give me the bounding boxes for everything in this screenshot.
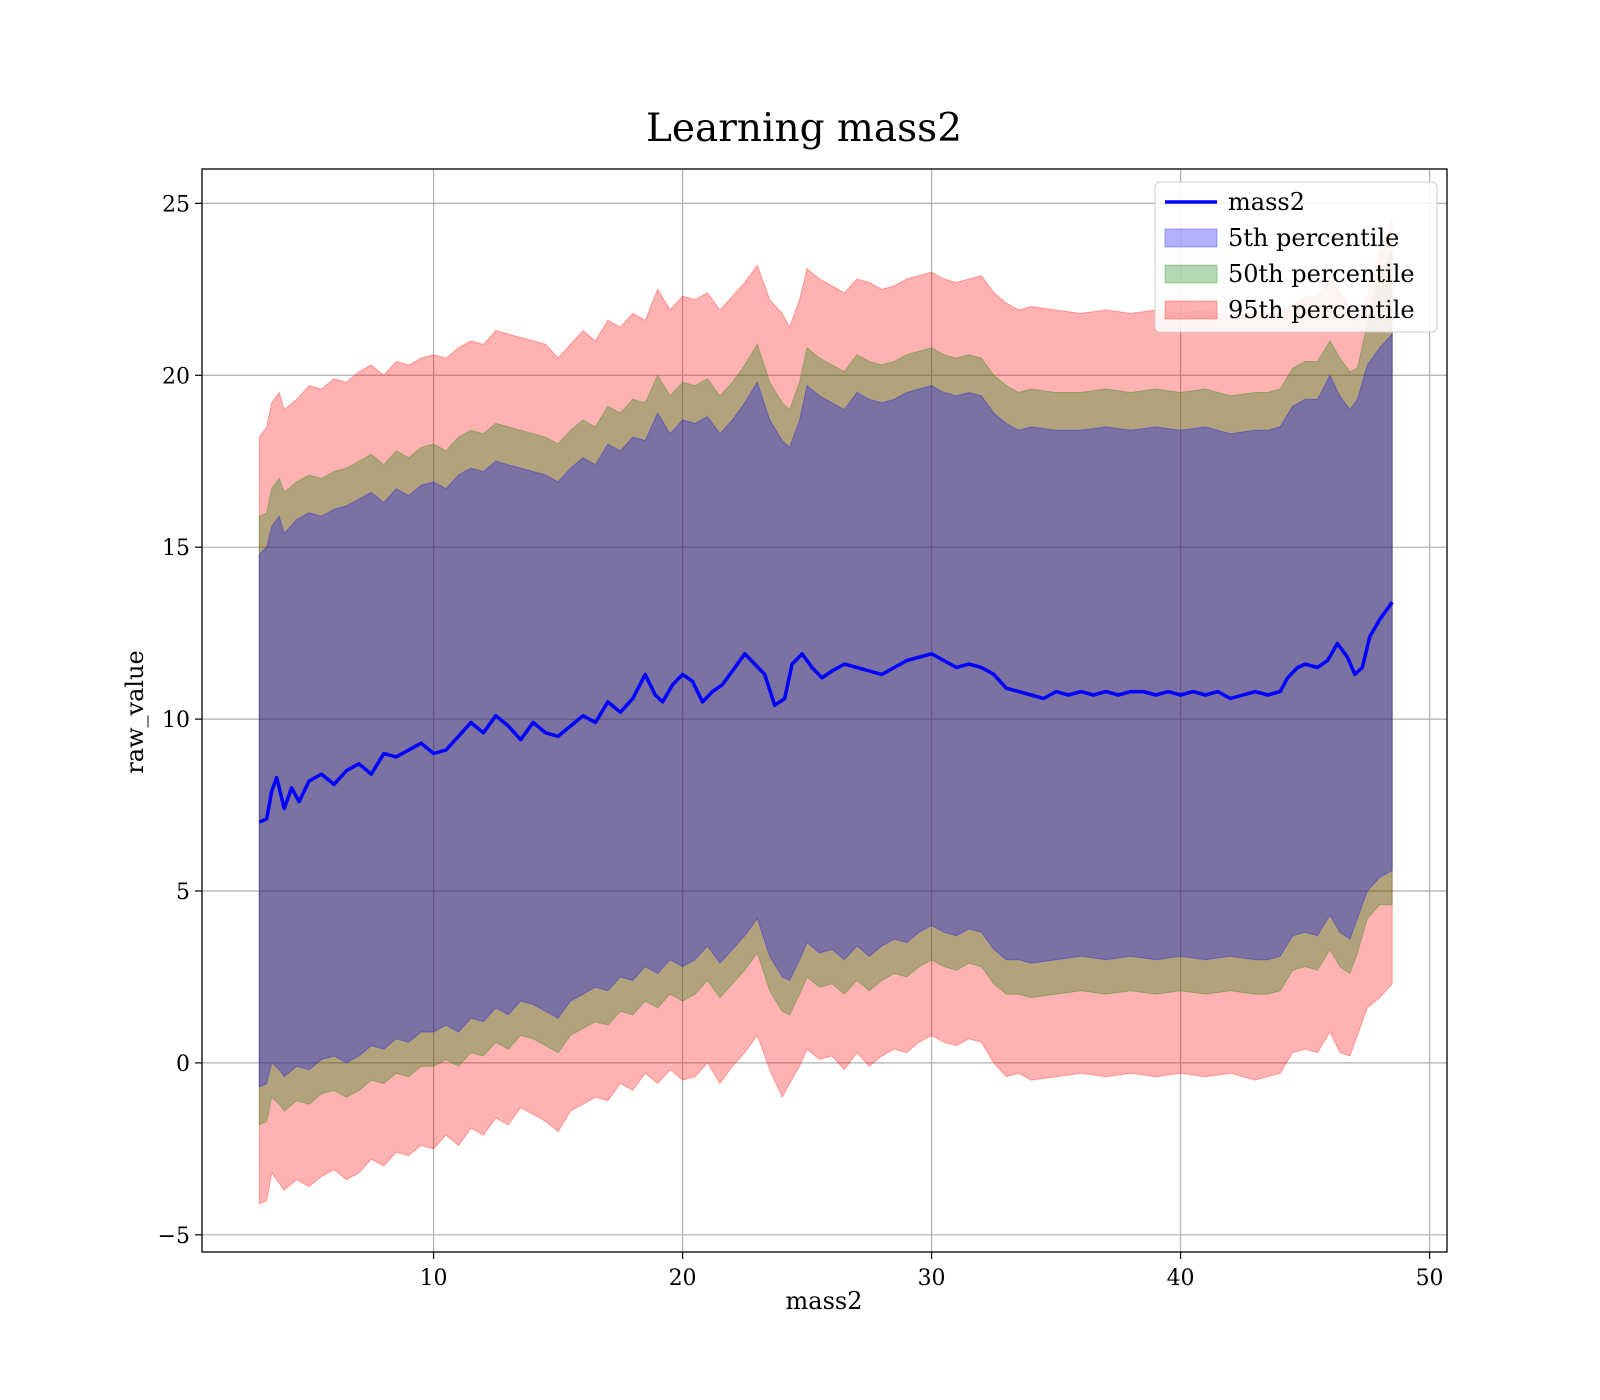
x-axis-label: mass2 bbox=[786, 1287, 863, 1315]
legend-item-50th-percentile: 50th percentile bbox=[1164, 260, 1415, 288]
percentile-bands bbox=[258, 220, 1393, 1205]
band-95th-percentile bbox=[258, 220, 1393, 1205]
gridlines bbox=[202, 169, 1447, 1252]
legend-label: 50th percentile bbox=[1228, 260, 1415, 288]
x-tick-label-40: 40 bbox=[1167, 1266, 1195, 1291]
x-tick-label-50: 50 bbox=[1416, 1266, 1444, 1291]
band-5th-percentile bbox=[258, 332, 1393, 1088]
y-tick-label-neg5: −5 bbox=[158, 1224, 190, 1249]
legend-label: 5th percentile bbox=[1228, 224, 1399, 252]
y-tick-label-20: 20 bbox=[162, 364, 190, 389]
y-tick-label-5: 5 bbox=[176, 880, 190, 905]
legend-item-mass2: mass2 bbox=[1165, 188, 1305, 216]
chart-title: Learning mass2 bbox=[646, 106, 962, 151]
x-tick-label-10: 10 bbox=[420, 1266, 448, 1291]
series-line-mass2 bbox=[258, 601, 1394, 824]
legend-patch-swatch bbox=[1164, 264, 1218, 284]
y-tick-label-15: 15 bbox=[162, 536, 190, 561]
legend-patch-swatch bbox=[1164, 228, 1218, 248]
legend-item-95th-percentile: 95th percentile bbox=[1164, 296, 1415, 324]
y-axis-label: raw_value bbox=[121, 650, 149, 774]
mass2-series bbox=[258, 601, 1394, 824]
legend-box bbox=[1154, 181, 1438, 333]
legend-label: mass2 bbox=[1228, 188, 1305, 216]
legend: mass2 5th percentile 50th percentile 95th p… bbox=[1154, 181, 1438, 333]
band-50th-percentile bbox=[258, 249, 1393, 1126]
x-tick-label-20: 20 bbox=[669, 1266, 697, 1291]
y-tick-label-10: 10 bbox=[162, 708, 190, 733]
y-tick-label-25: 25 bbox=[162, 192, 190, 217]
axis-ticks: 10 20 30 40 50 −5 0 5 10 15 20 25 bbox=[158, 192, 1444, 1291]
legend-item-5th-percentile: 5th percentile bbox=[1164, 224, 1399, 252]
y-tick-label-0: 0 bbox=[176, 1052, 190, 1077]
x-tick-label-30: 30 bbox=[918, 1266, 946, 1291]
plot-frame bbox=[201, 168, 1448, 1253]
legend-label: 95th percentile bbox=[1228, 296, 1415, 324]
legend-patch-swatch bbox=[1164, 300, 1218, 320]
